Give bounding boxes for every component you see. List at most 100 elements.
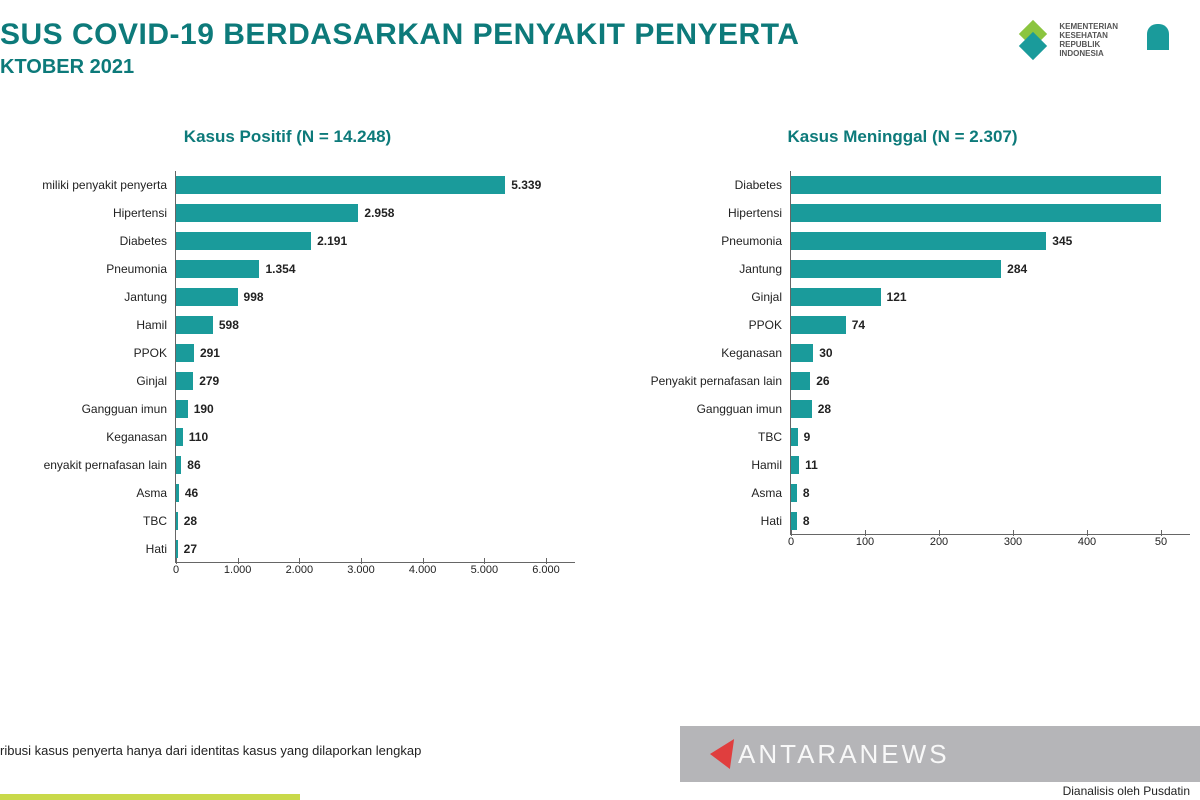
bar-row: 291 <box>176 339 575 367</box>
logo-kemenkes: KEMENTERIAN KESEHATAN REPUBLIK INDONESIA <box>1015 22 1118 59</box>
y-axis-label: Pneumonia <box>0 255 175 283</box>
logos: KEMENTERIAN KESEHATAN REPUBLIK INDONESIA <box>1015 18 1180 62</box>
bar <box>176 512 178 530</box>
x-axis-tick-mark <box>361 558 362 564</box>
y-axis-label: TBC <box>615 423 790 451</box>
bar-row: 1.354 <box>176 255 575 283</box>
bar-value-label: 27 <box>184 542 197 556</box>
y-axis-label: Diabetes <box>0 227 175 255</box>
bar-value-label: 291 <box>200 346 220 360</box>
chart-positif-bars: 5.3392.9582.1911.35499859829127919011086… <box>175 171 575 563</box>
charts-container: Kasus Positif (N = 14.248) miliki penyak… <box>0 87 1200 563</box>
watermark-text: ANTARANEWS <box>738 739 950 770</box>
chart-meninggal: Kasus Meninggal (N = 2.307) DiabetesHipe… <box>615 127 1190 563</box>
bar-row: 8 <box>791 479 1190 507</box>
bar-value-label: 28 <box>818 402 831 416</box>
bar-value-label: 26 <box>816 374 829 388</box>
bar <box>176 232 311 250</box>
x-axis-tick: 6.000 <box>532 564 560 576</box>
x-axis-tick-mark <box>1013 530 1014 536</box>
bar-value-label: 279 <box>199 374 219 388</box>
chart-positif-xticks: 01.0002.0003.0004.0005.0006.000 <box>176 564 575 584</box>
x-axis-tick-mark <box>299 558 300 564</box>
y-axis-label: Keganasan <box>0 423 175 451</box>
bar-row: 279 <box>176 367 575 395</box>
bar-row: 284 <box>791 255 1190 283</box>
y-axis-label: Hati <box>0 535 175 563</box>
bar-row: 5.339 <box>176 171 575 199</box>
page-title: SUS COVID-19 BERDASARKAN PENYAKIT PENYER… <box>0 18 1015 52</box>
bar-value-label: 998 <box>244 290 264 304</box>
y-axis-label: TBC <box>0 507 175 535</box>
y-axis-label: PPOK <box>0 339 175 367</box>
bar <box>176 456 181 474</box>
watermark-arrow-icon <box>708 739 734 769</box>
bar <box>791 344 813 362</box>
chart-positif-ylabels: miliki penyakit penyertaHipertensiDiabet… <box>0 171 175 563</box>
y-axis-label: Ginjal <box>615 283 790 311</box>
x-axis-tick: 100 <box>856 536 874 548</box>
bar-value-label: 74 <box>852 318 865 332</box>
x-axis-tick: 0 <box>788 536 794 548</box>
bar <box>176 540 178 558</box>
x-axis-tick-mark <box>1161 530 1162 536</box>
bar-value-label: 11 <box>805 458 818 472</box>
x-axis-tick-mark <box>484 558 485 564</box>
y-axis-label: Jantung <box>615 255 790 283</box>
bar <box>791 372 810 390</box>
y-axis-label: Gangguan imun <box>0 395 175 423</box>
y-axis-label: Diabetes <box>615 171 790 199</box>
y-axis-label: enyakit pernafasan lain <box>0 451 175 479</box>
chart-positif-body: miliki penyakit penyertaHipertensiDiabet… <box>0 171 575 563</box>
bar-row: 28 <box>176 507 575 535</box>
bar <box>176 204 358 222</box>
x-axis-tick-mark <box>791 530 792 536</box>
bar-row: 46 <box>176 479 575 507</box>
bar-row: 598 <box>176 311 575 339</box>
x-axis-tick: 50 <box>1155 536 1167 548</box>
x-axis-tick: 200 <box>930 536 948 548</box>
bar-value-label: 28 <box>184 514 197 528</box>
kemenkes-icon <box>1015 22 1051 58</box>
bar-row: 74 <box>791 311 1190 339</box>
x-axis-tick-mark <box>546 558 547 564</box>
chart-meninggal-bars: 3452841217430262891188010020030040050 <box>790 171 1190 535</box>
bar <box>176 484 179 502</box>
y-axis-label: Ginjal <box>0 367 175 395</box>
bar-row: 28 <box>791 395 1190 423</box>
chart-meninggal-ylabels: DiabetesHipertensiPneumoniaJantungGinjal… <box>615 171 790 535</box>
page-subtitle: KTOBER 2021 <box>0 56 1015 79</box>
bar <box>791 400 812 418</box>
bar-row: 86 <box>176 451 575 479</box>
bar-value-label: 598 <box>219 318 239 332</box>
y-axis-label: Hipertensi <box>0 199 175 227</box>
bar <box>791 288 881 306</box>
bar <box>176 316 213 334</box>
bar-row: 26 <box>791 367 1190 395</box>
bar-value-label: 30 <box>819 346 832 360</box>
bar-value-label: 2.958 <box>364 206 394 220</box>
bar <box>791 260 1001 278</box>
title-block: SUS COVID-19 BERDASARKAN PENYAKIT PENYER… <box>0 18 1015 79</box>
bar <box>791 484 797 502</box>
bar-value-label: 284 <box>1007 262 1027 276</box>
chart-positif: Kasus Positif (N = 14.248) miliki penyak… <box>0 127 575 563</box>
bar-row: 998 <box>176 283 575 311</box>
logo-germas <box>1136 18 1180 62</box>
bar-row: 11 <box>791 451 1190 479</box>
chart-positif-title: Kasus Positif (N = 14.248) <box>0 127 575 147</box>
bar-row: 8 <box>791 507 1190 535</box>
bar <box>176 176 505 194</box>
y-axis-label: Asma <box>615 479 790 507</box>
bar-row <box>791 199 1190 227</box>
bar <box>791 176 1161 194</box>
y-axis-label: Asma <box>0 479 175 507</box>
bar <box>791 204 1161 222</box>
bar <box>791 512 797 530</box>
bar <box>791 232 1046 250</box>
x-axis-tick-mark <box>939 530 940 536</box>
y-axis-label: PPOK <box>615 311 790 339</box>
bar <box>176 428 183 446</box>
x-axis-tick: 0 <box>173 564 179 576</box>
bar-value-label: 190 <box>194 402 214 416</box>
